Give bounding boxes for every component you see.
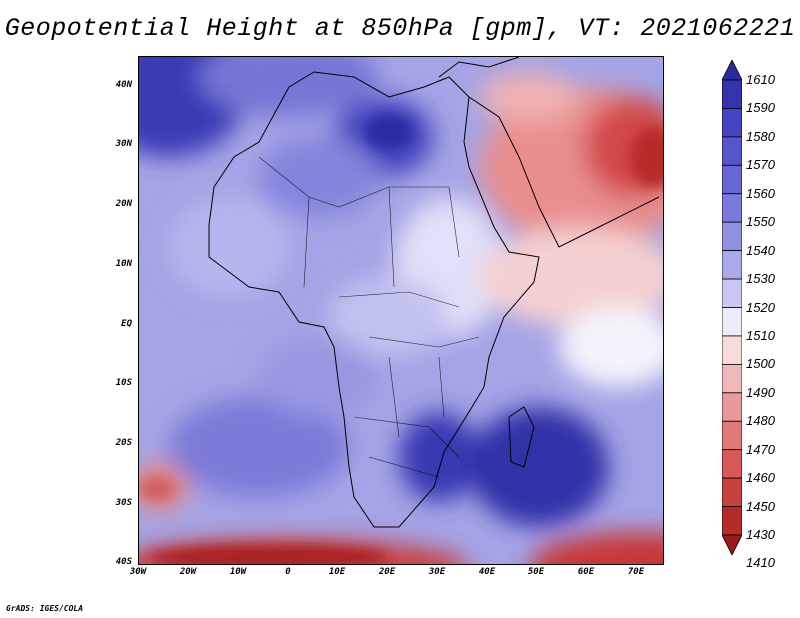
colorbar-label: 1460 — [746, 470, 775, 486]
colorbar-swatch — [722, 307, 742, 337]
colorbar-label: 1480 — [746, 413, 775, 429]
lon-label-20e: 20E — [378, 567, 396, 577]
lat-label-10n: 10N — [115, 259, 132, 269]
colorbar-label: 1540 — [746, 242, 775, 258]
grads-credit: GrADS: IGES/COLA — [6, 604, 84, 613]
colorbar-swatch — [722, 335, 742, 365]
colorbar-swatch — [722, 477, 742, 507]
map-title: Geopotential Height at 850hPa [gpm], VT:… — [4, 14, 796, 43]
lat-label-30s: 30S — [115, 498, 132, 508]
colorbar-label: 1530 — [746, 271, 775, 287]
lat-label-40s: 40S — [115, 557, 132, 567]
colorbar-swatch — [722, 363, 742, 394]
colorbar-swatch — [722, 449, 742, 479]
colorbar-label: 1520 — [746, 299, 775, 315]
colorbar-label: 1610 — [746, 72, 775, 87]
colorbar-swatch — [722, 250, 742, 280]
lon-label-30e: 30E — [428, 567, 446, 577]
colorbar-label: 1510 — [746, 327, 775, 343]
colorbar-label: 1560 — [746, 185, 775, 201]
lon-label-20w: 20W — [179, 567, 197, 577]
lat-label-eq: EQ — [121, 319, 132, 329]
colorbar — [722, 60, 742, 555]
colorbar-swatch — [722, 420, 742, 451]
field-shading — [139, 57, 663, 564]
colorbar-swatch — [722, 392, 742, 422]
lon-label-10w: 10W — [229, 567, 247, 577]
colorbar-label: 1430 — [746, 527, 775, 542]
colorbar-swatch — [722, 164, 742, 195]
colorbar-label: 1590 — [746, 100, 775, 116]
colorbar-swatch — [722, 136, 742, 166]
colorbar-top-arrow — [722, 60, 742, 81]
coastlines — [208, 57, 660, 528]
lon-label-60e: 60E — [577, 567, 595, 577]
lat-label-20n: 20N — [115, 199, 132, 209]
lon-label-40e: 40E — [478, 567, 496, 577]
map-panel[interactable] — [138, 56, 664, 565]
colorbar-swatch — [722, 79, 742, 109]
colorbar-swatch — [722, 221, 742, 252]
colorbar-label: 1490 — [746, 384, 775, 400]
lon-label-10e: 10E — [328, 567, 346, 577]
colorbar-label: 1500 — [746, 356, 775, 372]
colorbar-label: 1410 — [746, 555, 775, 571]
colorbar-swatch — [722, 193, 742, 223]
colorbar-bottom-arrow — [722, 534, 742, 555]
lon-label-0: 0 — [285, 567, 291, 577]
colorbar-swatch — [722, 278, 742, 308]
lat-label-20s: 20S — [115, 438, 132, 448]
lat-label-30n: 30N — [115, 139, 132, 149]
colorbar-swatch — [722, 506, 742, 536]
colorbar-label: 1470 — [746, 441, 775, 457]
lat-label-40n: 40N — [115, 80, 132, 90]
lat-label-10s: 10S — [115, 378, 132, 388]
lon-label-30w: 30W — [129, 567, 147, 577]
colorbar-swatch — [722, 108, 742, 138]
colorbar-label: 1580 — [746, 128, 775, 144]
colorbar-label: 1450 — [746, 498, 775, 514]
colorbar-label: 1550 — [746, 214, 775, 230]
geopotential-field — [139, 57, 663, 564]
lon-label-50e: 50E — [527, 567, 545, 577]
colorbar-label: 1570 — [746, 157, 775, 173]
country-borders — [258, 156, 480, 478]
lon-label-70e: 70E — [627, 567, 645, 577]
